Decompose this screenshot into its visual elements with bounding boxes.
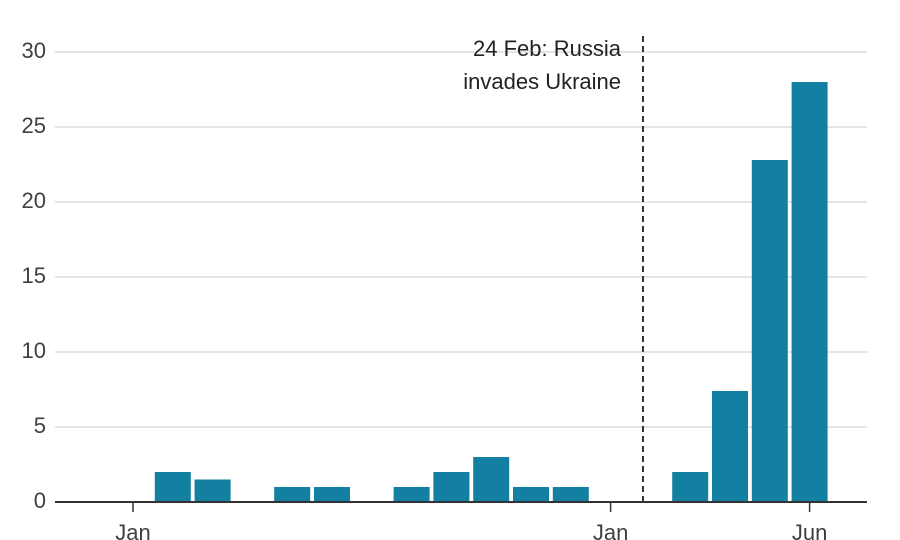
bar xyxy=(194,479,231,502)
bar xyxy=(791,82,828,502)
y-tick-label: 30 xyxy=(22,38,46,63)
x-tick-label: Jun xyxy=(792,520,827,540)
bar xyxy=(712,391,748,502)
x-tick-label: Jan xyxy=(115,520,150,540)
bar xyxy=(473,457,510,502)
y-tick-label: 0 xyxy=(34,488,46,513)
y-tick-label: 20 xyxy=(22,188,46,213)
bar xyxy=(154,472,191,502)
bar xyxy=(274,487,311,502)
bar xyxy=(433,472,470,502)
bar xyxy=(672,472,709,502)
y-tick-label: 10 xyxy=(22,338,46,363)
bar xyxy=(393,487,430,502)
annotation: invades Ukraine xyxy=(463,69,621,94)
annotation: 24 Feb: Russia xyxy=(473,36,622,61)
y-tick-label: 5 xyxy=(34,413,46,438)
bar xyxy=(513,487,549,502)
x-tick-label: Jan xyxy=(593,520,628,540)
bar xyxy=(552,487,589,502)
bar xyxy=(314,487,350,502)
bar xyxy=(751,160,788,502)
y-tick-label: 25 xyxy=(22,113,46,138)
y-tick-label: 15 xyxy=(22,263,46,288)
